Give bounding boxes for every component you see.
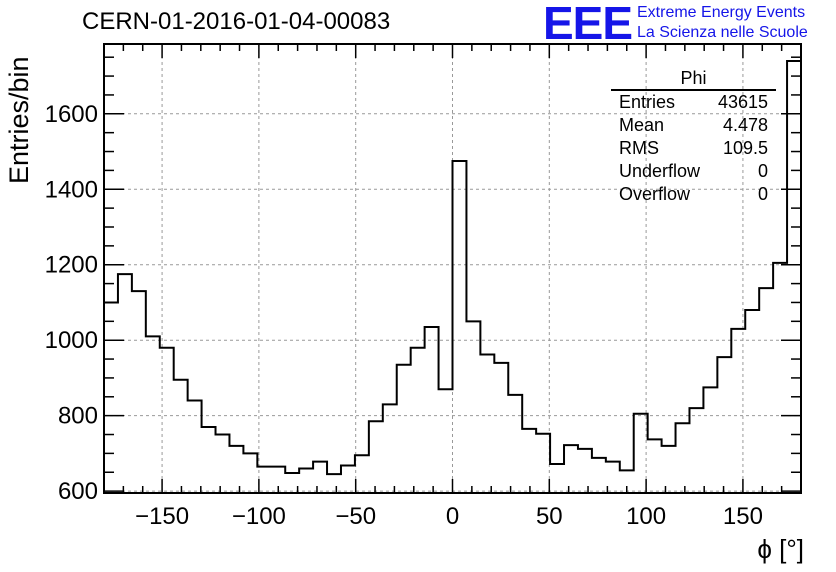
stats-value: 43615 (717, 92, 768, 112)
x-tick-label: −150 (135, 503, 189, 530)
y-tick-label: 1600 (45, 101, 98, 128)
stats-row: Underflow 0 (611, 160, 776, 183)
stats-value: 4.478 (722, 115, 768, 135)
stats-label: RMS (619, 138, 659, 158)
logo-caption: Extreme Energy Events La Scienza nelle S… (637, 3, 808, 43)
plot-frame (103, 43, 802, 494)
stats-value: 0 (757, 184, 768, 204)
stats-value: 0 (757, 161, 768, 181)
logo-caption-line2: La Scienza nelle Scuole (637, 24, 808, 41)
x-tick-label: 0 (446, 503, 459, 530)
logo-caption-line1: Extreme Energy Events (637, 4, 806, 21)
eee-logo: EEE (543, 0, 633, 49)
stats-label: Overflow (619, 184, 691, 204)
stats-row: Overflow 0 (611, 183, 776, 206)
y-tick-label: 1200 (45, 252, 98, 279)
y-tick-label: 600 (58, 478, 98, 505)
x-tick-label: 150 (723, 503, 763, 530)
stats-value: 109.5 (722, 138, 768, 158)
stats-name: Phi (611, 68, 776, 91)
stats-label: Mean (619, 115, 665, 135)
histogram-step-line (104, 59, 801, 476)
stats-row: Entries 43615 (611, 91, 776, 114)
stats-box: Phi Entries 43615 Mean 4.478 RMS 109.5 U… (611, 68, 776, 206)
x-tick-label: 50 (536, 503, 563, 530)
x-tick-label: 100 (626, 503, 666, 530)
stats-label: Underflow (619, 161, 701, 181)
y-axis-label: Entries/bin (4, 56, 34, 184)
stats-row: RMS 109.5 (611, 137, 776, 160)
stats-row: Mean 4.478 (611, 114, 776, 137)
tick-labels: −150 −100 −50 0 50 100 150 600 800 1000 1200 1400 16… (45, 101, 763, 530)
run-title: CERN-01-2016-01-04-00083 (82, 8, 391, 35)
x-tick-label: −50 (335, 503, 376, 530)
y-tick-label: 800 (58, 403, 98, 430)
stats-label: Entries (619, 92, 676, 112)
y-tick-label: 1000 (45, 327, 98, 354)
x-tick-label: −100 (232, 503, 286, 530)
x-axis-label: ϕ [°] (757, 534, 804, 564)
y-tick-label: 1400 (45, 176, 98, 203)
